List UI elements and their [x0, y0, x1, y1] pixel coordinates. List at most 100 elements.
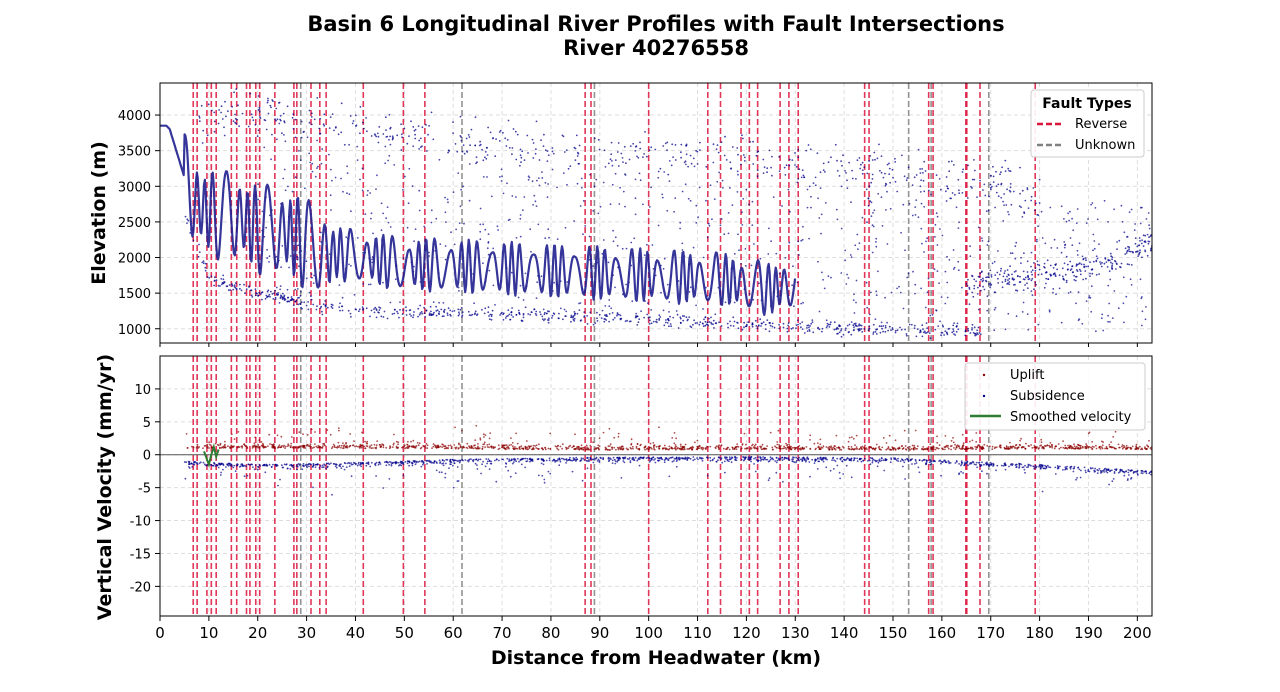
elevation-point: [945, 190, 947, 193]
elevation-point: [1139, 222, 1142, 225]
elevation-point: [1009, 190, 1012, 193]
elevation-point: [612, 240, 615, 243]
uplift-point: [1031, 447, 1034, 449]
elevation-point: [923, 205, 926, 208]
elevation-point: [348, 263, 350, 266]
subsidence-point: [864, 457, 866, 460]
uplift-point: [204, 444, 207, 447]
elevation-point: [795, 327, 797, 329]
elevation-point: [727, 232, 730, 235]
elevation-point: [1034, 281, 1037, 284]
subsidence-point: [390, 464, 393, 467]
elevation-point: [445, 221, 447, 224]
elevation-point: [430, 209, 433, 212]
elevation-point: [723, 233, 726, 236]
elevation-point: [281, 132, 283, 135]
elevation-point: [982, 189, 984, 191]
elevation-point: [340, 131, 343, 134]
uplift-point: [1072, 447, 1075, 450]
elevation-point: [696, 163, 699, 165]
elevation-point: [706, 236, 709, 239]
elevation-point: [742, 198, 745, 200]
elevation-point: [275, 255, 278, 258]
elevation-point: [548, 236, 550, 239]
elevation-point: [778, 327, 781, 330]
elevation-point: [924, 332, 927, 334]
elevation-point: [348, 193, 351, 196]
elevation-point: [852, 299, 855, 301]
elevation-point: [515, 237, 518, 239]
uplift-point: [699, 445, 701, 448]
subsidence-point: [841, 456, 844, 459]
subsidence-point: [1049, 466, 1052, 469]
elevation-point: [936, 270, 939, 272]
elevation-point: [794, 164, 796, 166]
elevation-point: [872, 333, 875, 335]
elevation-point: [798, 254, 800, 256]
elevation-point: [1008, 213, 1010, 216]
elevation-point: [601, 309, 604, 312]
elevation-point: [229, 289, 232, 291]
uplift-point: [580, 444, 583, 447]
subsidence-point: [775, 461, 778, 464]
elevation-point: [398, 316, 400, 319]
uplift-point: [364, 447, 366, 449]
uplift-point: [511, 442, 514, 444]
uplift-point: [1067, 444, 1069, 447]
subsidence-point: [925, 459, 928, 462]
elevation-point: [816, 152, 819, 155]
elevation-point: [511, 153, 513, 156]
elevation-point: [836, 170, 839, 172]
subsidence-point: [878, 459, 880, 462]
elevation-point: [270, 106, 272, 109]
elevation-point: [801, 169, 804, 172]
uplift-point: [360, 446, 363, 449]
elevation-point: [1079, 273, 1082, 276]
elevation-point: [833, 321, 836, 324]
elevation-point: [987, 209, 990, 212]
uplift-point: [453, 444, 456, 446]
elevation-point: [748, 293, 751, 295]
elevation-point: [375, 188, 377, 191]
uplift-point: [439, 445, 442, 448]
elevation-point: [914, 214, 917, 216]
elevation-point: [461, 315, 463, 318]
elevation-point: [752, 140, 754, 143]
elevation-point: [1093, 240, 1096, 242]
subsidence-point: [220, 463, 222, 466]
subsidence-point: [188, 466, 190, 468]
elevation-point: [281, 298, 284, 301]
subsidence-point: [783, 458, 785, 460]
uplift-point: [326, 429, 329, 431]
elevation-point: [211, 109, 213, 112]
uplift-point: [798, 445, 801, 447]
subsidence-point: [598, 461, 601, 463]
elevation-point: [980, 289, 982, 292]
elevation-point: [405, 306, 407, 308]
uplift-point: [481, 445, 484, 448]
elevation-point: [278, 302, 281, 304]
uplift-point: [1079, 446, 1082, 449]
elevation-point: [487, 253, 490, 256]
uplift-point: [530, 445, 533, 447]
elevation-point: [393, 312, 396, 315]
elevation-point: [1109, 321, 1111, 323]
elevation-point: [927, 189, 930, 192]
elevation-point: [419, 137, 422, 140]
uplift-point: [534, 445, 536, 447]
elevation-point: [957, 178, 960, 181]
elevation-point: [799, 322, 802, 325]
elevation-point: [1121, 220, 1124, 223]
elevation-point: [411, 185, 414, 188]
elevation-point: [544, 237, 547, 240]
uplift-point: [268, 433, 271, 436]
elevation-point: [204, 266, 207, 269]
uplift-point: [1035, 447, 1038, 450]
subsidence-point: [445, 462, 447, 465]
subsidence-point: [1129, 469, 1131, 472]
elevation-point: [304, 187, 306, 190]
elevation-point: [460, 188, 462, 191]
elevation-point: [275, 286, 278, 289]
legend-unknown-label: Unknown: [1075, 138, 1135, 153]
